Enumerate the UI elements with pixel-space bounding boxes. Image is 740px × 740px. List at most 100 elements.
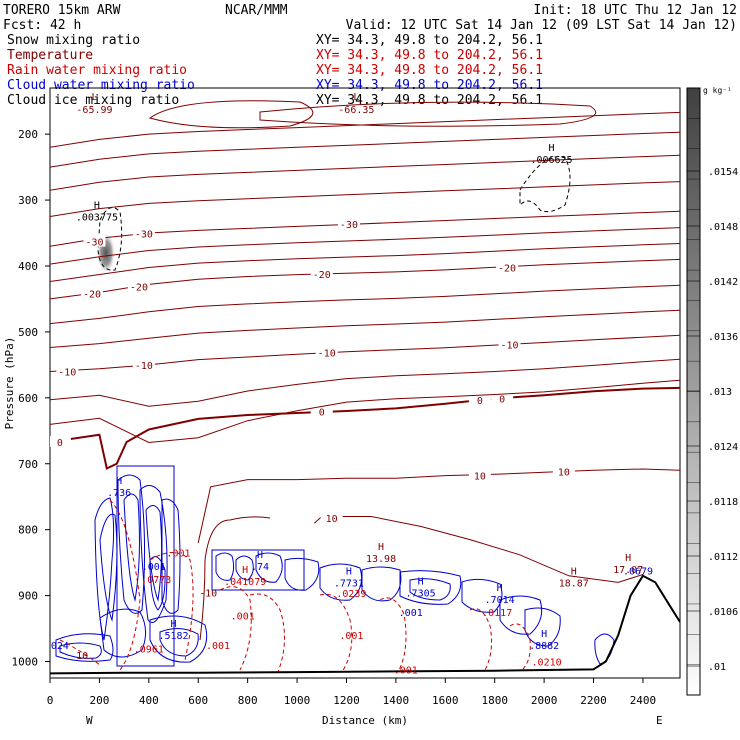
x-tick-label: 200 bbox=[89, 694, 109, 707]
contour-label-bg bbox=[552, 465, 575, 477]
rain-water-contours bbox=[59, 499, 531, 673]
x-tick-label: 1000 bbox=[284, 694, 311, 707]
contour-label-bg bbox=[132, 358, 155, 370]
temperature-contour bbox=[50, 258, 680, 300]
x-tick-label: 2200 bbox=[580, 694, 607, 707]
y-tick-label: 1000 bbox=[12, 656, 39, 669]
contour-label-bg bbox=[315, 346, 338, 358]
contour-label: .001 bbox=[142, 562, 166, 573]
contour-label-bg bbox=[56, 365, 79, 377]
x-tick-label: 1400 bbox=[383, 694, 410, 707]
x-axis-east-label: E bbox=[656, 714, 663, 727]
low-value: -65.99 bbox=[76, 105, 112, 116]
temperature-contour-label: -20 bbox=[498, 263, 516, 274]
colorbar-tick-label: .0112 bbox=[708, 552, 738, 563]
contour-label-layer: L-65.99L-66.35H.003775H.006625H.736H.74H… bbox=[51, 92, 653, 677]
temperature-contour bbox=[314, 516, 644, 583]
contour-label: .001 bbox=[231, 611, 255, 622]
contour-label: .0961 bbox=[134, 644, 164, 655]
init-time: Init: 18 UTC Thu 12 Jan 12 bbox=[534, 3, 738, 18]
contour-label: .0679 bbox=[623, 567, 653, 578]
high-value: .7014 bbox=[485, 595, 515, 606]
colorbar-tick-label: .0148 bbox=[708, 222, 738, 233]
field-name-rain: Rain water mixing ratio bbox=[7, 63, 187, 78]
high-marker: H bbox=[346, 566, 352, 577]
temperature-contour bbox=[50, 309, 680, 348]
cloud-water-contours-west bbox=[55, 465, 208, 667]
temperature-contour bbox=[50, 154, 680, 191]
y-tick-label: 800 bbox=[18, 524, 38, 537]
low-marker: L bbox=[91, 92, 97, 103]
field-name-temperature: Temperature bbox=[7, 48, 93, 63]
contour-label: .0117 bbox=[482, 608, 512, 619]
contour-label-bg bbox=[127, 280, 150, 292]
temperature-contour bbox=[50, 243, 680, 282]
high-value: .7305 bbox=[406, 588, 436, 599]
plot-layer: -10 -10 -10 -10 -20 -20 -20 -20 -30 -30 -30 0 0 0 0 10 1… bbox=[50, 92, 680, 677]
y-tick-label: 200 bbox=[18, 128, 38, 141]
contour-label: .0773 bbox=[141, 575, 171, 586]
contour-label: .0239 bbox=[336, 589, 366, 600]
colorbar-tick-label: .0124 bbox=[708, 442, 738, 453]
field-name-snow: Snow mixing ratio bbox=[7, 33, 140, 48]
high-value: .7731 bbox=[334, 578, 364, 589]
temperature-contour bbox=[50, 210, 680, 247]
contour-label: 10 bbox=[76, 651, 88, 662]
field-xy-rain: XY= 34.3, 49.8 to 204.2, 56.1 bbox=[316, 63, 543, 78]
colorbar-tick-label: .0154 bbox=[708, 167, 738, 178]
high-value: 17.07 bbox=[613, 565, 643, 576]
high-value: .8882 bbox=[529, 641, 559, 652]
temperature-contour-label: -20 bbox=[130, 282, 148, 293]
model-title: TORERO 15km ARW bbox=[3, 3, 121, 18]
field-xy-snow: XY= 34.3, 49.8 to 204.2, 56.1 bbox=[316, 33, 543, 48]
temperature-contour bbox=[50, 227, 680, 265]
y-axis-label: Pressure (hPa) bbox=[3, 337, 16, 430]
colorbar-tick-label: .0106 bbox=[708, 607, 738, 618]
temperature-contour bbox=[197, 468, 680, 544]
temperature-contour-label: 0 bbox=[477, 396, 483, 407]
x-tick-label: 400 bbox=[139, 694, 159, 707]
high-value: 18.87 bbox=[559, 578, 589, 589]
contour-label-bg bbox=[496, 261, 519, 273]
y-tick-label: 600 bbox=[18, 392, 38, 405]
field-legend: Snow mixing ratio XY= 34.3, 49.8 to 204.… bbox=[7, 33, 543, 108]
x-tick-label: 2400 bbox=[630, 694, 657, 707]
colorbar-tick-label: .0136 bbox=[708, 332, 738, 343]
high-marker: H bbox=[171, 619, 177, 630]
x-tick-label: 1800 bbox=[481, 694, 508, 707]
x-axis: 0 200 400 600 800 1000 1200 1400 1600 1800 2000 220… bbox=[47, 678, 657, 707]
contour-label-bg bbox=[320, 511, 343, 523]
contour-label-bg bbox=[498, 338, 521, 350]
high-marker: H bbox=[549, 143, 555, 154]
cloud-water-contours-central bbox=[211, 549, 615, 665]
temperature-contour bbox=[50, 379, 680, 444]
temperature-contour-label: -30 bbox=[85, 238, 103, 249]
temperature-contour-label: -10 bbox=[500, 340, 518, 351]
temperature-contour-layer: -10 -10 -10 -10 -20 -20 -20 -20 -30 -30 -30 0 0 0 0 10 1… bbox=[50, 111, 680, 583]
high-marker: H bbox=[242, 565, 248, 576]
y-tick-label: 400 bbox=[18, 260, 38, 273]
high-marker: H bbox=[94, 201, 100, 212]
temperature-contour bbox=[50, 284, 680, 325]
plot-frame bbox=[49, 87, 681, 679]
high-value: .006625 bbox=[530, 155, 572, 166]
contour-label-bg bbox=[310, 267, 333, 279]
contour-label-bg bbox=[310, 405, 333, 417]
contour-label: .001 bbox=[206, 641, 230, 652]
colorbar-unit: g kg⁻¹ bbox=[703, 86, 732, 95]
temperature-contour bbox=[50, 358, 680, 407]
high-marker: H bbox=[418, 576, 424, 587]
temperature-contour-label: -20 bbox=[313, 270, 331, 281]
contour-label-bg bbox=[83, 235, 106, 247]
temperature-contour-label: -10 bbox=[135, 361, 153, 372]
high-value: .003775 bbox=[76, 213, 118, 224]
y-axis: 200 300 400 500 600 700 800 900 1000 bbox=[12, 128, 50, 669]
contour-label: 024 bbox=[51, 641, 69, 652]
colorbar-tick-label: .0142 bbox=[708, 277, 738, 288]
temperature-contour bbox=[50, 181, 680, 217]
contour-label-bg bbox=[132, 227, 155, 239]
colorbar-tick-label: .013 bbox=[708, 387, 732, 398]
temperature-contour-warm-ridge bbox=[199, 516, 271, 641]
contour-label-bg bbox=[81, 287, 103, 299]
high-marker: H bbox=[625, 553, 631, 564]
